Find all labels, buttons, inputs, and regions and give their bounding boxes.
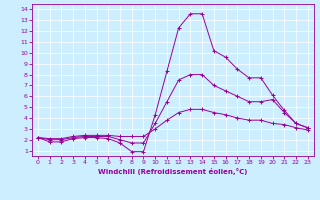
- X-axis label: Windchill (Refroidissement éolien,°C): Windchill (Refroidissement éolien,°C): [98, 168, 247, 175]
